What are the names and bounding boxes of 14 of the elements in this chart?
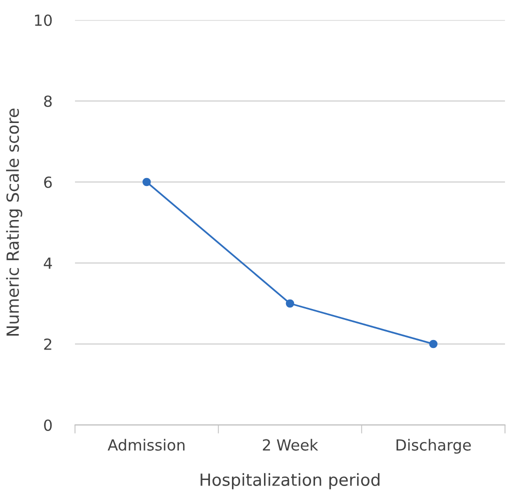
y-tick-label: 4	[44, 258, 52, 269]
x-axis-title: Hospitalization period	[200, 473, 380, 490]
y-axis-title: Numeric Rating Scale score	[6, 108, 22, 336]
y-tick-label: 0	[44, 419, 52, 432]
y-tick-label: 10	[35, 14, 52, 26]
point	[429, 340, 438, 348]
x-tick-label: Discharge	[396, 438, 471, 454]
point	[286, 299, 294, 308]
point	[142, 178, 151, 186]
y-tick-label: 6	[44, 176, 52, 188]
y-tick-label: 8	[44, 95, 52, 108]
x-tick-label: Admission	[108, 438, 184, 451]
y-tick-label: 2	[44, 338, 52, 350]
x-tick-label: 2 Week	[262, 438, 318, 451]
